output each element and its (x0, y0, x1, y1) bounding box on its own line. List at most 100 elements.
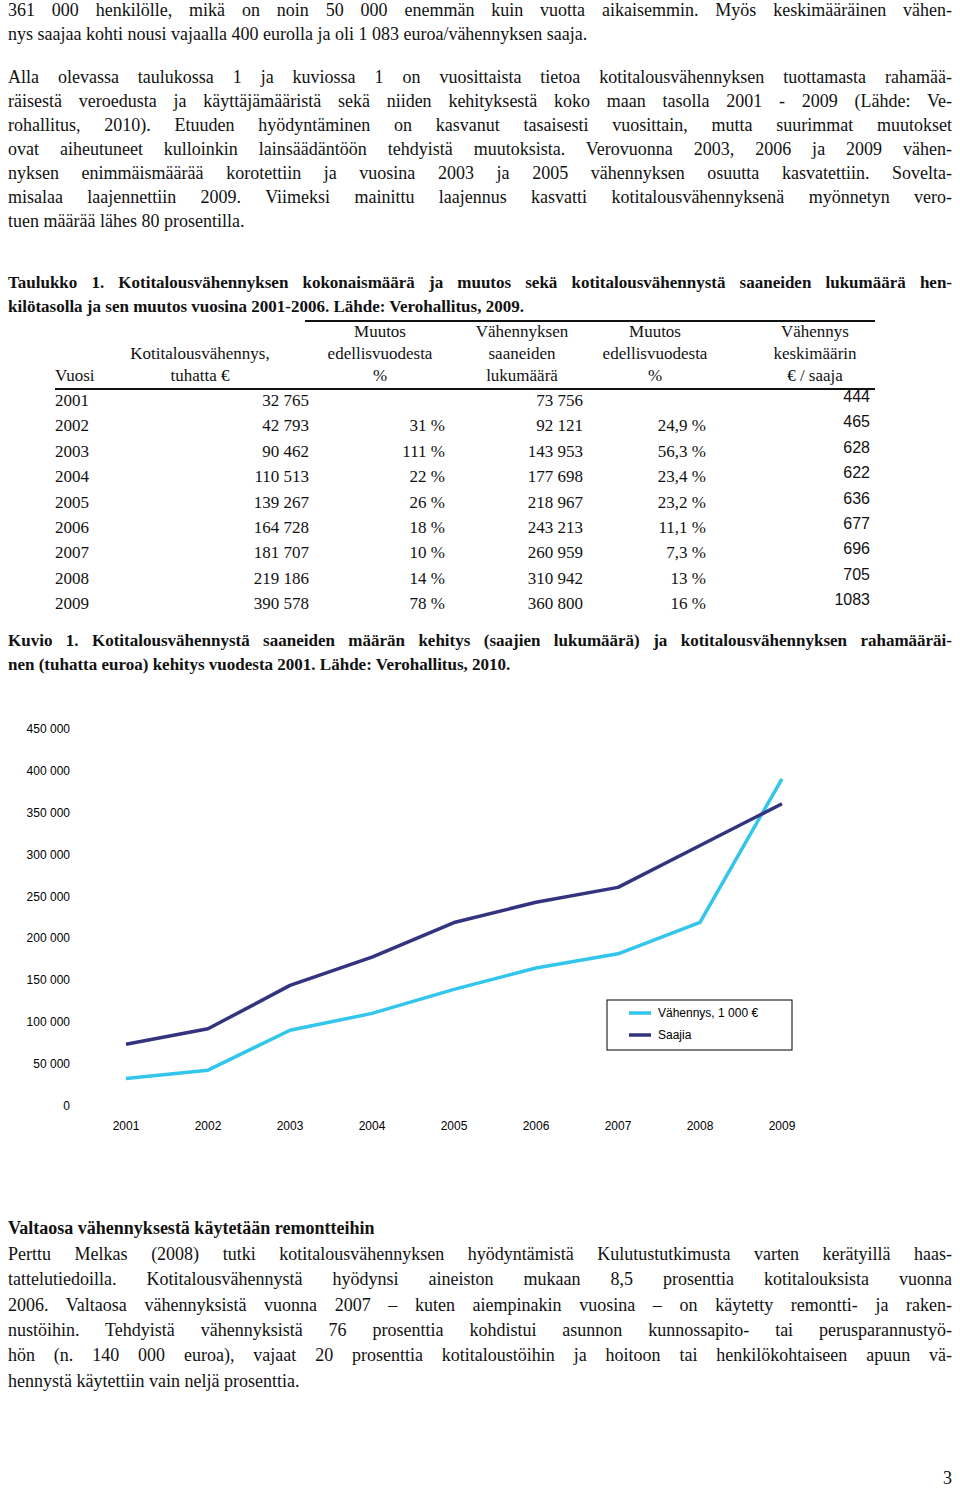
table-cell: 23,4 % (556, 467, 706, 487)
table-rule-top (305, 320, 875, 322)
figure-caption: Kuvio 1. Kotitalousvähennystä saaneiden … (8, 631, 952, 651)
table-cell: 628 (720, 438, 870, 458)
table-header: lukumäärä (422, 366, 622, 386)
table-cell: 181 707 (159, 543, 309, 563)
text-line: 2006. Valtaosa vähennyksistä vuonna 2007… (8, 1295, 952, 1315)
table-title: kilötasolla ja sen muutos vuosina 2001-2… (8, 297, 952, 317)
table-cell: 177 698 (433, 467, 583, 487)
x-tick-label: 2001 (113, 1119, 140, 1133)
text-line: räisestä veroedusta ja käyttäjämääristä … (8, 91, 952, 111)
table-cell: 139 267 (159, 493, 309, 513)
series-line (126, 779, 782, 1079)
text-line: 361 000 henkilölle, mikä on noin 50 000 … (8, 0, 952, 20)
text-line: nys saajaa kohti nousi vajaalla 400 euro… (8, 24, 952, 44)
table-cell: 219 186 (159, 569, 309, 589)
table-cell: 22 % (295, 467, 445, 487)
table-cell: 7,3 % (556, 543, 706, 563)
y-tick-label: 150 000 (27, 973, 71, 987)
y-tick-label: 450 000 (27, 722, 71, 736)
legend-swatch (629, 1033, 651, 1037)
table-cell: 32 765 (159, 391, 309, 411)
table-cell: 11,1 % (556, 518, 706, 538)
table-cell: 2006 (55, 518, 89, 538)
table-cell: 73 756 (433, 391, 583, 411)
table-header: keskimäärin (715, 344, 915, 364)
table-cell: 260 959 (433, 543, 583, 563)
table-header: % (280, 366, 480, 386)
table-cell: 636 (720, 489, 870, 509)
table-cell: 78 % (295, 594, 445, 614)
x-tick-label: 2004 (359, 1119, 386, 1133)
table-cell: 2003 (55, 442, 89, 462)
table-rule-header (55, 388, 875, 390)
text-line: nustöihin. Tehdyistä vähennyksistä 76 pr… (8, 1320, 952, 1340)
table-cell: 164 728 (159, 518, 309, 538)
table-cell: 92 121 (433, 416, 583, 436)
x-tick-label: 2003 (277, 1119, 304, 1133)
legend: Vähennys, 1 000 €Saajia (607, 1000, 792, 1050)
x-tick-label: 2008 (687, 1119, 714, 1133)
y-tick-label: 50 000 (33, 1057, 70, 1071)
table-cell: 10 % (295, 543, 445, 563)
text-line: misalaa laajennettiin 2009. Viimeksi mai… (8, 187, 952, 207)
table-cell: 2001 (55, 391, 89, 411)
table-cell: 16 % (556, 594, 706, 614)
table-cell: 42 793 (159, 416, 309, 436)
text-line: Perttu Melkas (2008) tutki kotitalousväh… (8, 1244, 952, 1264)
table-cell: 705 (720, 565, 870, 585)
table-cell: 23,2 % (556, 493, 706, 513)
table-header: € / saaja (715, 366, 915, 386)
section-heading: Valtaosa vähennyksestä käytetään remontt… (8, 1218, 952, 1238)
table-cell: 677 (720, 514, 870, 534)
x-tick-label: 2002 (195, 1119, 222, 1133)
table-cell: 14 % (295, 569, 445, 589)
y-tick-label: 250 000 (27, 890, 71, 904)
table-cell: 243 213 (433, 518, 583, 538)
text-line: tattelutiedoilla. Kotitalousvähennystä h… (8, 1269, 952, 1289)
table-cell: 696 (720, 539, 870, 559)
x-tick-label: 2007 (605, 1119, 632, 1133)
table-header: Kotitalousvähennys, (100, 344, 300, 364)
table-cell: 310 942 (433, 569, 583, 589)
table-cell: 1083 (720, 590, 870, 610)
table-cell: 56,3 % (556, 442, 706, 462)
table-cell: 218 967 (433, 493, 583, 513)
y-tick-label: 100 000 (27, 1015, 71, 1029)
table-title: Taulukko 1. Kotitalousvähennyksen kokona… (8, 273, 952, 293)
y-tick-label: 0 (63, 1099, 70, 1113)
page-number: 3 (900, 1468, 952, 1488)
y-tick-label: 350 000 (27, 806, 71, 820)
y-tick-label: 300 000 (27, 848, 71, 862)
table-cell: 18 % (295, 518, 445, 538)
table-header: Muutos (555, 322, 755, 342)
chart: 050 000100 000150 000200 000250 000300 0… (0, 700, 960, 1160)
table-cell: 2008 (55, 569, 89, 589)
legend-swatch (629, 1011, 651, 1015)
table-cell: 143 953 (433, 442, 583, 462)
table-header: tuhatta € (100, 366, 300, 386)
x-tick-label: 2009 (769, 1119, 796, 1133)
table-cell: 2005 (55, 493, 89, 513)
table-cell: 622 (720, 463, 870, 483)
table-cell: 110 513 (159, 467, 309, 487)
legend-label: Vähennys, 1 000 € (658, 1006, 758, 1020)
table-cell: 31 % (295, 416, 445, 436)
table-header: edellisvuodesta (555, 344, 755, 364)
table-cell: 390 578 (159, 594, 309, 614)
series-line (126, 804, 782, 1044)
table-header: Muutos (280, 322, 480, 342)
table-header: edellisvuodesta (280, 344, 480, 364)
x-tick-label: 2005 (441, 1119, 468, 1133)
legend-box (607, 1000, 792, 1050)
table-cell: 465 (720, 412, 870, 432)
table-header: Vuosi (55, 366, 95, 386)
table-cell: 444 (720, 387, 870, 407)
text-line: hön (n. 140 000 euroa), vajaat 20 prosen… (8, 1345, 952, 1365)
table-header: Vähennys (715, 322, 915, 342)
page: { "intro": { "lines": [ "361 000 henkilö… (0, 0, 960, 1494)
table-cell: 2007 (55, 543, 89, 563)
text-line: nyksen enimmäismäärää korotettiin ja vuo… (8, 163, 952, 183)
text-line: ovat aiheutuneet kulloinkin lainsäädäntö… (8, 139, 952, 159)
table-cell: 24,9 % (556, 416, 706, 436)
table-header: % (555, 366, 755, 386)
